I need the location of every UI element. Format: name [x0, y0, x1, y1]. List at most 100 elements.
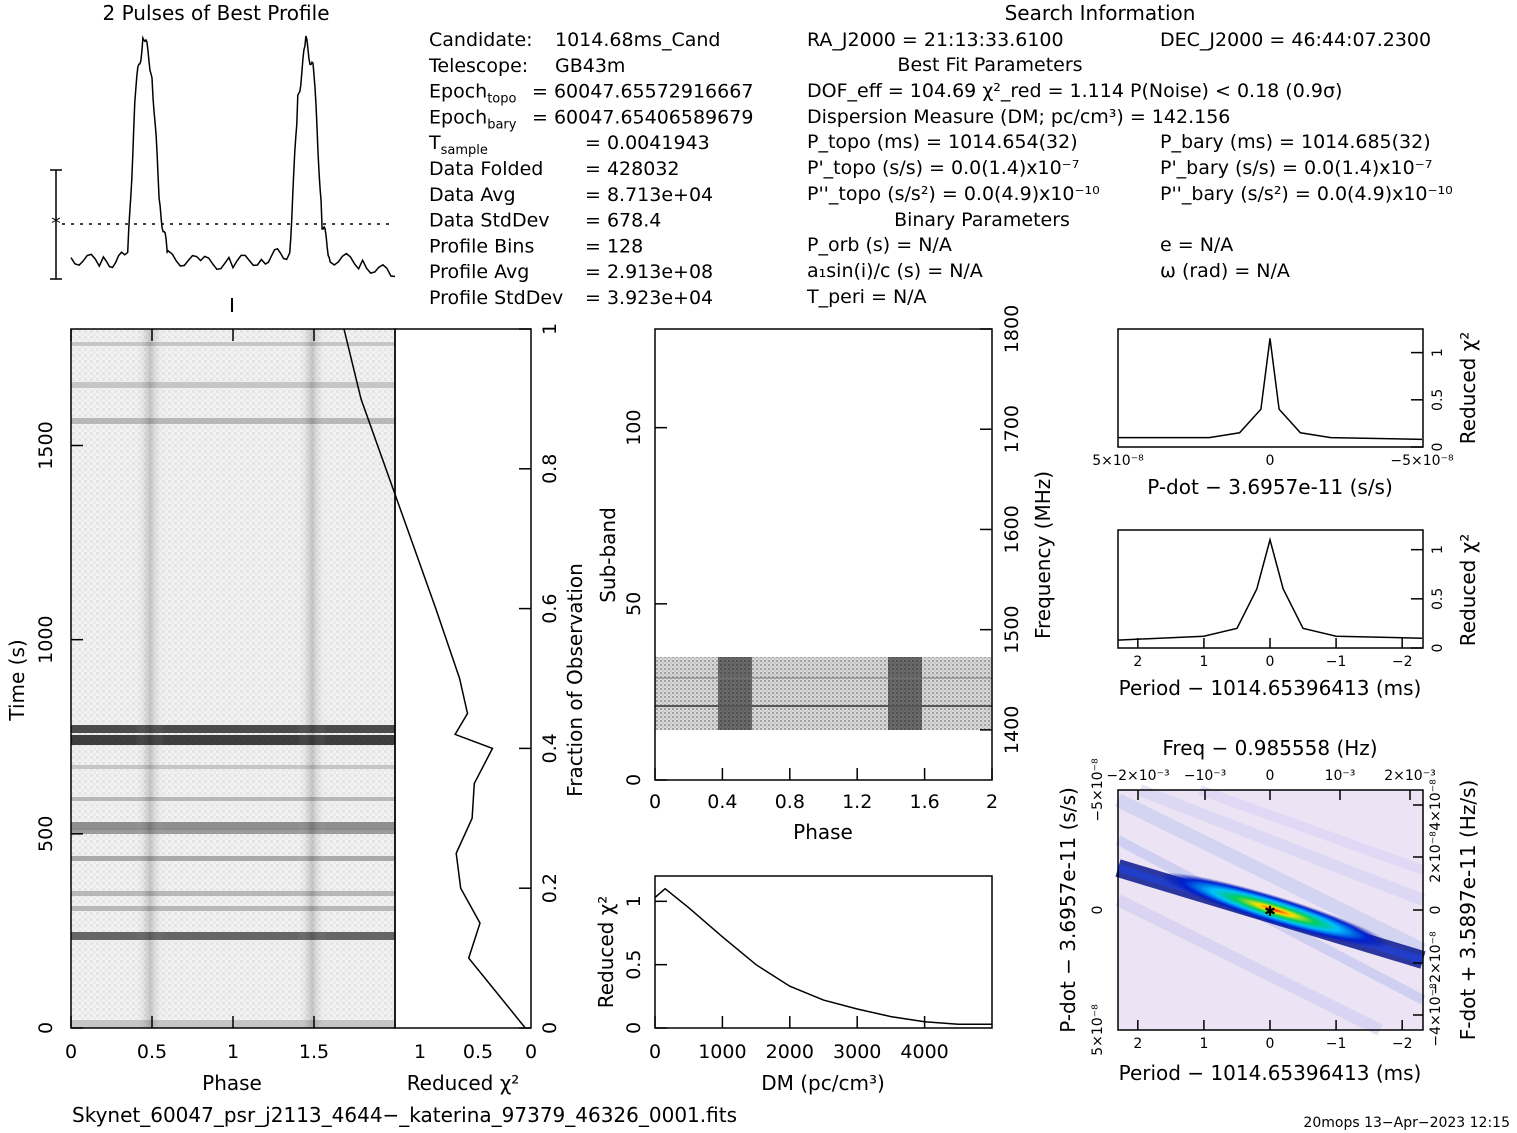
subband-image — [654, 328, 993, 781]
info-key: Data Folded — [429, 158, 543, 180]
tperi-text: T_peri = N/A — [806, 286, 927, 308]
info-left-row: Telescope: GB43m — [428, 55, 625, 77]
info-value: 1014.68ms_Cand — [555, 29, 721, 51]
time-band — [71, 906, 395, 911]
period-axis-label: Period − 1014.65396413 (ms) — [1119, 676, 1422, 700]
freq-top-tick-label: 0 — [1266, 768, 1275, 784]
subband-tick-label: 0 — [623, 774, 645, 786]
ppdot-period-tick-label: 0 — [1266, 1036, 1275, 1052]
periodchi-tick-label: 0.5 — [1430, 588, 1446, 610]
profile-title: 2 Pulses of Best Profile — [103, 1, 330, 25]
ppdot-period-tick-label: −2 — [1392, 1036, 1413, 1052]
info-left-row: Profile Bins = 128 — [429, 235, 643, 257]
dm-axes: 0 1000 2000 3000 4000 0 0.5 1 — [623, 895, 949, 1063]
chi-tick-label: 1 — [414, 1041, 426, 1063]
dm-axis-label: DM (pc/cm³) — [761, 1071, 885, 1095]
chi-tick-label: 0 — [525, 1041, 537, 1063]
pdtopo-text: P'_topo (s/s) = 0.0(1.4)x10⁻⁷ — [807, 157, 1079, 179]
fdot-tick-label: 4×10⁻⁸ — [1428, 779, 1444, 831]
dm-tick-label: 4000 — [900, 1041, 948, 1063]
ppdot-pdot-label: P-dot − 3.6957e-11 (s/s) — [1056, 787, 1080, 1033]
period-chi-label: Reduced χ² — [1456, 534, 1480, 647]
periodchi-tick-label: 1 — [1430, 545, 1446, 554]
phase2-tick-label: 0 — [649, 791, 661, 813]
profile-line — [70, 35, 396, 278]
ppdot-period-tick-label: 2 — [1133, 1036, 1142, 1052]
info-left-row: Profile StdDev = 3.923e+04 — [429, 287, 713, 309]
info-value: = 2.913e+08 — [585, 261, 713, 283]
info-left-row: Epochbary = 60047.65406589679 — [429, 106, 753, 132]
info-value: GB43m — [555, 55, 625, 77]
freq-tick-label: 1800 — [1001, 305, 1023, 353]
freq-tick-label: 1500 — [1001, 605, 1023, 653]
pbary-text: P_bary (ms) = 1014.685(32) — [1160, 131, 1431, 153]
info-value: = 128 — [585, 235, 643, 257]
period-tick-label: 2 — [1133, 654, 1142, 670]
e-text: e = N/A — [1160, 234, 1233, 256]
period-tick-label: −2 — [1392, 654, 1413, 670]
footer-filename: Skynet_60047_psr_j2113_4644−_katerina_97… — [72, 1103, 737, 1127]
freq-tick-label: 1700 — [1001, 405, 1023, 453]
info-key: Epochtopo — [429, 81, 516, 107]
frac-tick-label: 0.8 — [539, 454, 561, 484]
ppdot-pdot-tick-label: −5×10⁻⁸ — [1090, 758, 1106, 822]
info-key: Profile Avg — [429, 261, 529, 283]
time-phase-image — [70, 298, 396, 1029]
phase-tick-label: 1.5 — [299, 1041, 329, 1063]
info-value: = 8.713e+04 — [585, 184, 713, 206]
time-band — [71, 418, 395, 424]
time-axis: 0 500 1000 1500 0 0.5 1 1.5 — [35, 329, 329, 1063]
info-value: = 0.0041943 — [585, 132, 710, 154]
time-band — [71, 856, 395, 861]
fdot-axis-label: F-dot + 3.5897e-11 (Hz/s) — [1456, 780, 1480, 1041]
period-tick-label: 0 — [1266, 654, 1275, 670]
frequency-axis-label: Frequency (MHz) — [1031, 471, 1055, 639]
info-key: Data StdDev — [429, 210, 550, 232]
dm-tick-label: 3000 — [833, 1041, 881, 1063]
info-left-row: Candidate: 1014.68ms_Cand — [429, 29, 721, 51]
ppdot-axes: 2 1 0 −1 −2 −2×10⁻³ −10⁻³ 0 10⁻³ 2×10⁻³ 5×10⁻⁸ 0 −5×… — [1090, 758, 1444, 1056]
freq-top-tick-label: −10⁻³ — [1184, 768, 1227, 784]
footer-timestamp: 20mops 13−Apr−2023 12:15 — [1303, 1115, 1510, 1131]
fdot-tick-label: −4×10⁻⁸ — [1428, 983, 1444, 1047]
chi-axis-label: Reduced χ² — [407, 1071, 520, 1095]
dmchi-tick-label: 0 — [623, 1022, 645, 1034]
ra-text: RA_J2000 = 21:13:33.6100 — [807, 29, 1064, 51]
phase-axis-label: Phase — [202, 1071, 262, 1095]
svg-text:✱: ✱ — [1264, 904, 1276, 920]
info-key: Profile Bins — [429, 235, 534, 257]
info-left-row: Tsample = 0.0041943 — [428, 132, 710, 158]
time-band — [71, 765, 395, 769]
time-tick-label: 0 — [35, 1022, 57, 1034]
phase2-tick-label: 0.8 — [775, 791, 805, 813]
ppdot-plane: ✱ — [1114, 784, 1427, 1036]
freq-tick-label: 1600 — [1001, 505, 1023, 553]
fdot-tick-label: 2×10⁻⁸ — [1428, 831, 1444, 883]
time-band — [71, 932, 395, 940]
ppdot-period-tick-label: −1 — [1326, 1036, 1347, 1052]
profile-errorbar: * — [50, 169, 395, 280]
pdotchi-tick-label: 1 — [1430, 348, 1446, 357]
fraction-axis-label: Fraction of Observation — [563, 563, 587, 797]
info-key: Tsample — [428, 132, 488, 158]
frac-tick-label: 0.2 — [539, 873, 561, 903]
time-band — [71, 822, 395, 830]
dmchi-tick-label: 1 — [623, 895, 645, 907]
pdot-chi-label: Reduced χ² — [1456, 332, 1480, 445]
dm-text: Dispersion Measure (DM; pc/cm³) = 142.15… — [807, 106, 1230, 128]
dof-text: DOF_eff = 104.69 χ²_red = 1.114 P(Noise)… — [807, 80, 1342, 102]
period-tick-label: −1 — [1326, 654, 1347, 670]
dm-chi-axis-label: Reduced χ² — [594, 896, 618, 1009]
pdot-chi-line — [1118, 338, 1423, 441]
time-tick-label: 1500 — [35, 421, 57, 469]
dm-chi-line — [654, 887, 992, 1025]
info-value: = 3.923e+04 — [585, 287, 713, 309]
time-band — [71, 797, 395, 801]
dec-text: DEC_J2000 = 46:44:07.2300 — [1160, 29, 1431, 51]
info-key: Profile StdDev — [429, 287, 563, 309]
ptopo-text: P_topo (ms) = 1014.654(32) — [807, 131, 1078, 153]
chi-tick-label: 0.5 — [463, 1041, 493, 1063]
freq-top-tick-label: 2×10⁻³ — [1384, 768, 1435, 784]
frac-tick-label: 0.4 — [539, 733, 561, 763]
freq-top-tick-label: 10⁻³ — [1325, 768, 1356, 784]
